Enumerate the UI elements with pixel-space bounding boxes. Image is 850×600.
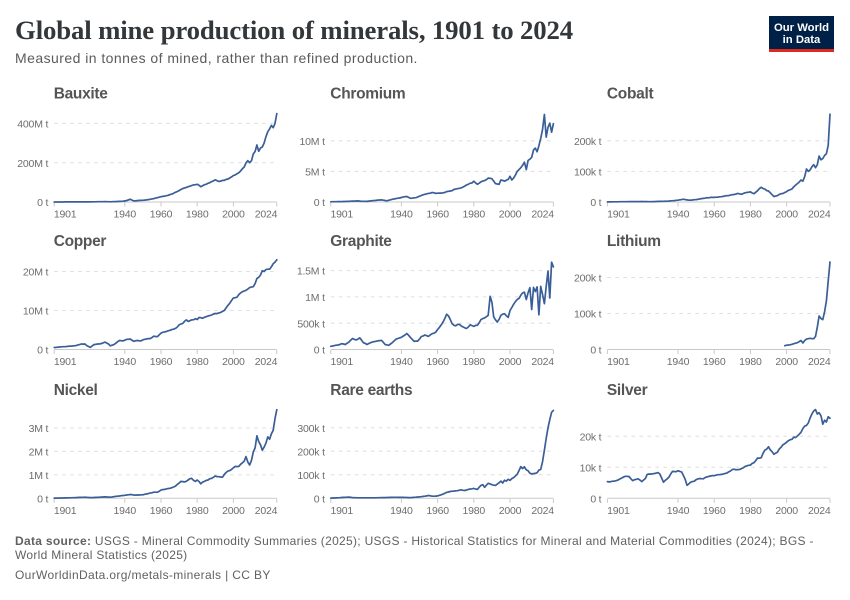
svg-text:1980: 1980: [186, 209, 209, 221]
svg-text:1901: 1901: [54, 209, 77, 221]
svg-text:1980: 1980: [186, 356, 209, 368]
svg-text:200k t: 200k t: [574, 273, 602, 285]
svg-text:2024: 2024: [531, 505, 554, 517]
svg-text:200k t: 200k t: [297, 446, 325, 458]
svg-text:500k t: 500k t: [297, 318, 325, 330]
svg-text:1960: 1960: [150, 505, 173, 517]
svg-text:0 t: 0 t: [590, 197, 601, 209]
svg-text:1980: 1980: [739, 356, 762, 368]
svg-text:1960: 1960: [426, 505, 449, 517]
svg-text:2024: 2024: [808, 356, 831, 368]
svg-text:1940: 1940: [390, 505, 413, 517]
svg-text:1901: 1901: [607, 209, 630, 221]
svg-text:2024: 2024: [808, 209, 831, 221]
svg-text:2M t: 2M t: [29, 447, 49, 459]
svg-text:1960: 1960: [703, 356, 726, 368]
svg-text:200k t: 200k t: [574, 136, 602, 148]
svg-text:400M t: 400M t: [17, 119, 48, 131]
svg-text:0 t: 0 t: [314, 197, 325, 209]
svg-text:1940: 1940: [667, 209, 690, 221]
svg-text:Chromium: Chromium: [330, 86, 405, 103]
svg-text:Rare earths: Rare earths: [330, 382, 412, 399]
svg-text:1901: 1901: [607, 356, 630, 368]
svg-text:1940: 1940: [390, 356, 413, 368]
svg-text:1940: 1940: [114, 209, 137, 221]
svg-text:100k t: 100k t: [574, 167, 602, 179]
svg-text:5M t: 5M t: [305, 167, 325, 179]
svg-text:Copper: Copper: [54, 233, 107, 250]
svg-text:1901: 1901: [331, 505, 354, 517]
svg-text:2000: 2000: [775, 505, 798, 517]
svg-text:0 t: 0 t: [314, 345, 325, 357]
svg-text:20M t: 20M t: [23, 267, 49, 279]
svg-text:2000: 2000: [222, 209, 245, 221]
svg-text:2000: 2000: [499, 505, 522, 517]
svg-text:2000: 2000: [499, 209, 522, 221]
svg-text:1M t: 1M t: [305, 292, 325, 304]
svg-text:Silver: Silver: [607, 382, 648, 399]
svg-text:10M t: 10M t: [23, 306, 49, 318]
svg-text:200M t: 200M t: [17, 158, 48, 170]
svg-text:1940: 1940: [114, 505, 137, 517]
svg-text:2024: 2024: [808, 505, 831, 517]
svg-text:1M t: 1M t: [29, 470, 49, 482]
svg-text:2000: 2000: [222, 505, 245, 517]
svg-text:100k t: 100k t: [574, 309, 602, 321]
svg-text:3M t: 3M t: [29, 423, 49, 435]
svg-text:1940: 1940: [114, 356, 137, 368]
svg-text:0 t: 0 t: [590, 345, 601, 357]
svg-text:2000: 2000: [222, 356, 245, 368]
svg-text:Graphite: Graphite: [330, 233, 392, 250]
svg-text:2024: 2024: [255, 209, 278, 221]
svg-text:1.5M t: 1.5M t: [297, 266, 325, 278]
svg-text:10M t: 10M t: [300, 136, 326, 148]
svg-text:2024: 2024: [255, 505, 278, 517]
svg-text:1901: 1901: [331, 209, 354, 221]
svg-text:2000: 2000: [499, 356, 522, 368]
svg-text:Bauxite: Bauxite: [54, 86, 109, 103]
svg-text:1980: 1980: [186, 505, 209, 517]
svg-text:Cobalt: Cobalt: [607, 86, 654, 103]
svg-text:2000: 2000: [775, 356, 798, 368]
svg-text:1901: 1901: [331, 356, 354, 368]
svg-text:1901: 1901: [607, 505, 630, 517]
svg-text:1980: 1980: [463, 505, 486, 517]
svg-text:1980: 1980: [463, 356, 486, 368]
svg-text:1960: 1960: [426, 356, 449, 368]
svg-text:2000: 2000: [775, 209, 798, 221]
svg-text:1901: 1901: [54, 356, 77, 368]
svg-text:2024: 2024: [531, 209, 554, 221]
svg-text:0 t: 0 t: [37, 197, 48, 209]
svg-text:20k t: 20k t: [580, 431, 602, 443]
svg-text:0 t: 0 t: [314, 493, 325, 505]
svg-text:1940: 1940: [667, 356, 690, 368]
svg-text:300k t: 300k t: [297, 423, 325, 435]
svg-text:1901: 1901: [54, 505, 77, 517]
svg-text:2024: 2024: [531, 356, 554, 368]
svg-text:2024: 2024: [255, 356, 278, 368]
svg-text:Nickel: Nickel: [54, 382, 98, 399]
svg-text:1960: 1960: [150, 356, 173, 368]
svg-text:Lithium: Lithium: [607, 233, 661, 250]
svg-text:1980: 1980: [463, 209, 486, 221]
svg-text:1960: 1960: [426, 209, 449, 221]
svg-text:1960: 1960: [150, 209, 173, 221]
svg-text:100k t: 100k t: [297, 470, 325, 482]
svg-text:1940: 1940: [667, 505, 690, 517]
svg-text:1980: 1980: [739, 209, 762, 221]
svg-text:1980: 1980: [739, 505, 762, 517]
svg-text:1960: 1960: [703, 505, 726, 517]
svg-text:0 t: 0 t: [37, 345, 48, 357]
svg-text:1940: 1940: [390, 209, 413, 221]
svg-text:10k t: 10k t: [580, 462, 602, 474]
svg-text:0 t: 0 t: [590, 493, 601, 505]
svg-text:0 t: 0 t: [37, 493, 48, 505]
svg-text:1960: 1960: [703, 209, 726, 221]
